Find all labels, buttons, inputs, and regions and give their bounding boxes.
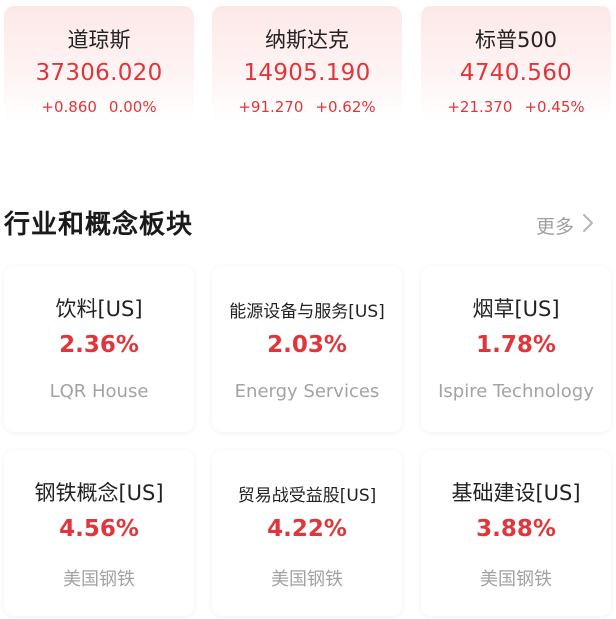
sector-card[interactable]: 烟草[US] 1.78% Ispire Technology <box>421 266 611 432</box>
sector-change-percent: 4.22% <box>267 516 347 542</box>
sector-card[interactable]: 基础建设[US] 3.88% 美国钢铁 <box>421 450 611 616</box>
sector-name: 基础建设[US] <box>451 481 581 505</box>
index-change-row: +0.860 0.00% <box>4 98 194 116</box>
index-name: 纳斯达克 <box>265 28 349 52</box>
index-card-sp500[interactable]: 标普500 4740.560 +21.370 +0.45% <box>421 6 611 122</box>
index-value: 14905.190 <box>243 60 371 86</box>
sector-leading-stock: 美国钢铁 <box>480 569 552 590</box>
more-label: 更多 <box>536 216 575 238</box>
index-change-percent: +0.62% <box>315 98 376 116</box>
index-card-dow[interactable]: 道琼斯 37306.020 +0.860 0.00% <box>4 6 194 122</box>
sector-leading-stock: Ispire Technology <box>438 381 594 402</box>
more-link[interactable]: 更多 <box>536 212 594 239</box>
sector-card[interactable]: 贸易战受益股[US] 4.22% 美国钢铁 <box>212 450 402 616</box>
index-name: 标普500 <box>474 28 558 52</box>
section-title: 行业和概念板块 <box>4 210 194 240</box>
index-change-amount: +21.370 <box>447 98 513 116</box>
sector-name: 饮料[US] <box>55 297 143 321</box>
index-change-percent: 0.00% <box>108 98 157 116</box>
index-change-percent: +0.45% <box>524 98 585 116</box>
chevron-right-icon <box>582 213 594 238</box>
sector-change-percent: 2.03% <box>267 332 347 358</box>
index-change-amount: +91.270 <box>238 98 304 116</box>
sector-leading-stock: Energy Services <box>234 381 380 402</box>
index-name: 道琼斯 <box>67 28 131 52</box>
sector-leading-stock: 美国钢铁 <box>271 569 343 590</box>
sector-name: 能源设备与服务[US] <box>229 302 385 322</box>
index-card-nasdaq[interactable]: 纳斯达克 14905.190 +91.270 +0.62% <box>212 6 402 122</box>
sector-leading-stock: 美国钢铁 <box>63 569 135 590</box>
sector-change-percent: 4.56% <box>59 516 139 542</box>
sector-change-percent: 3.88% <box>476 516 556 542</box>
sector-change-percent: 1.78% <box>476 332 556 358</box>
index-value: 4740.560 <box>459 60 573 86</box>
index-change-row: +91.270 +0.62% <box>212 98 402 116</box>
sector-name: 钢铁概念[US] <box>34 481 164 505</box>
index-change-row: +21.370 +0.45% <box>421 98 611 116</box>
index-value: 37306.020 <box>35 60 163 86</box>
sector-leading-stock: LQR House <box>49 381 149 402</box>
sector-card[interactable]: 钢铁概念[US] 4.56% 美国钢铁 <box>4 450 194 616</box>
sector-name: 烟草[US] <box>472 297 560 321</box>
sector-change-percent: 2.36% <box>59 332 139 358</box>
index-change-amount: +0.860 <box>41 98 97 116</box>
sector-card[interactable]: 能源设备与服务[US] 2.03% Energy Services <box>212 266 402 432</box>
market-index-row: 道琼斯 37306.020 +0.860 0.00% 纳斯达克 14905.190… <box>0 6 616 126</box>
sector-card[interactable]: 饮料[US] 2.36% LQR House <box>4 266 194 432</box>
sector-name: 贸易战受益股[US] <box>237 486 377 506</box>
